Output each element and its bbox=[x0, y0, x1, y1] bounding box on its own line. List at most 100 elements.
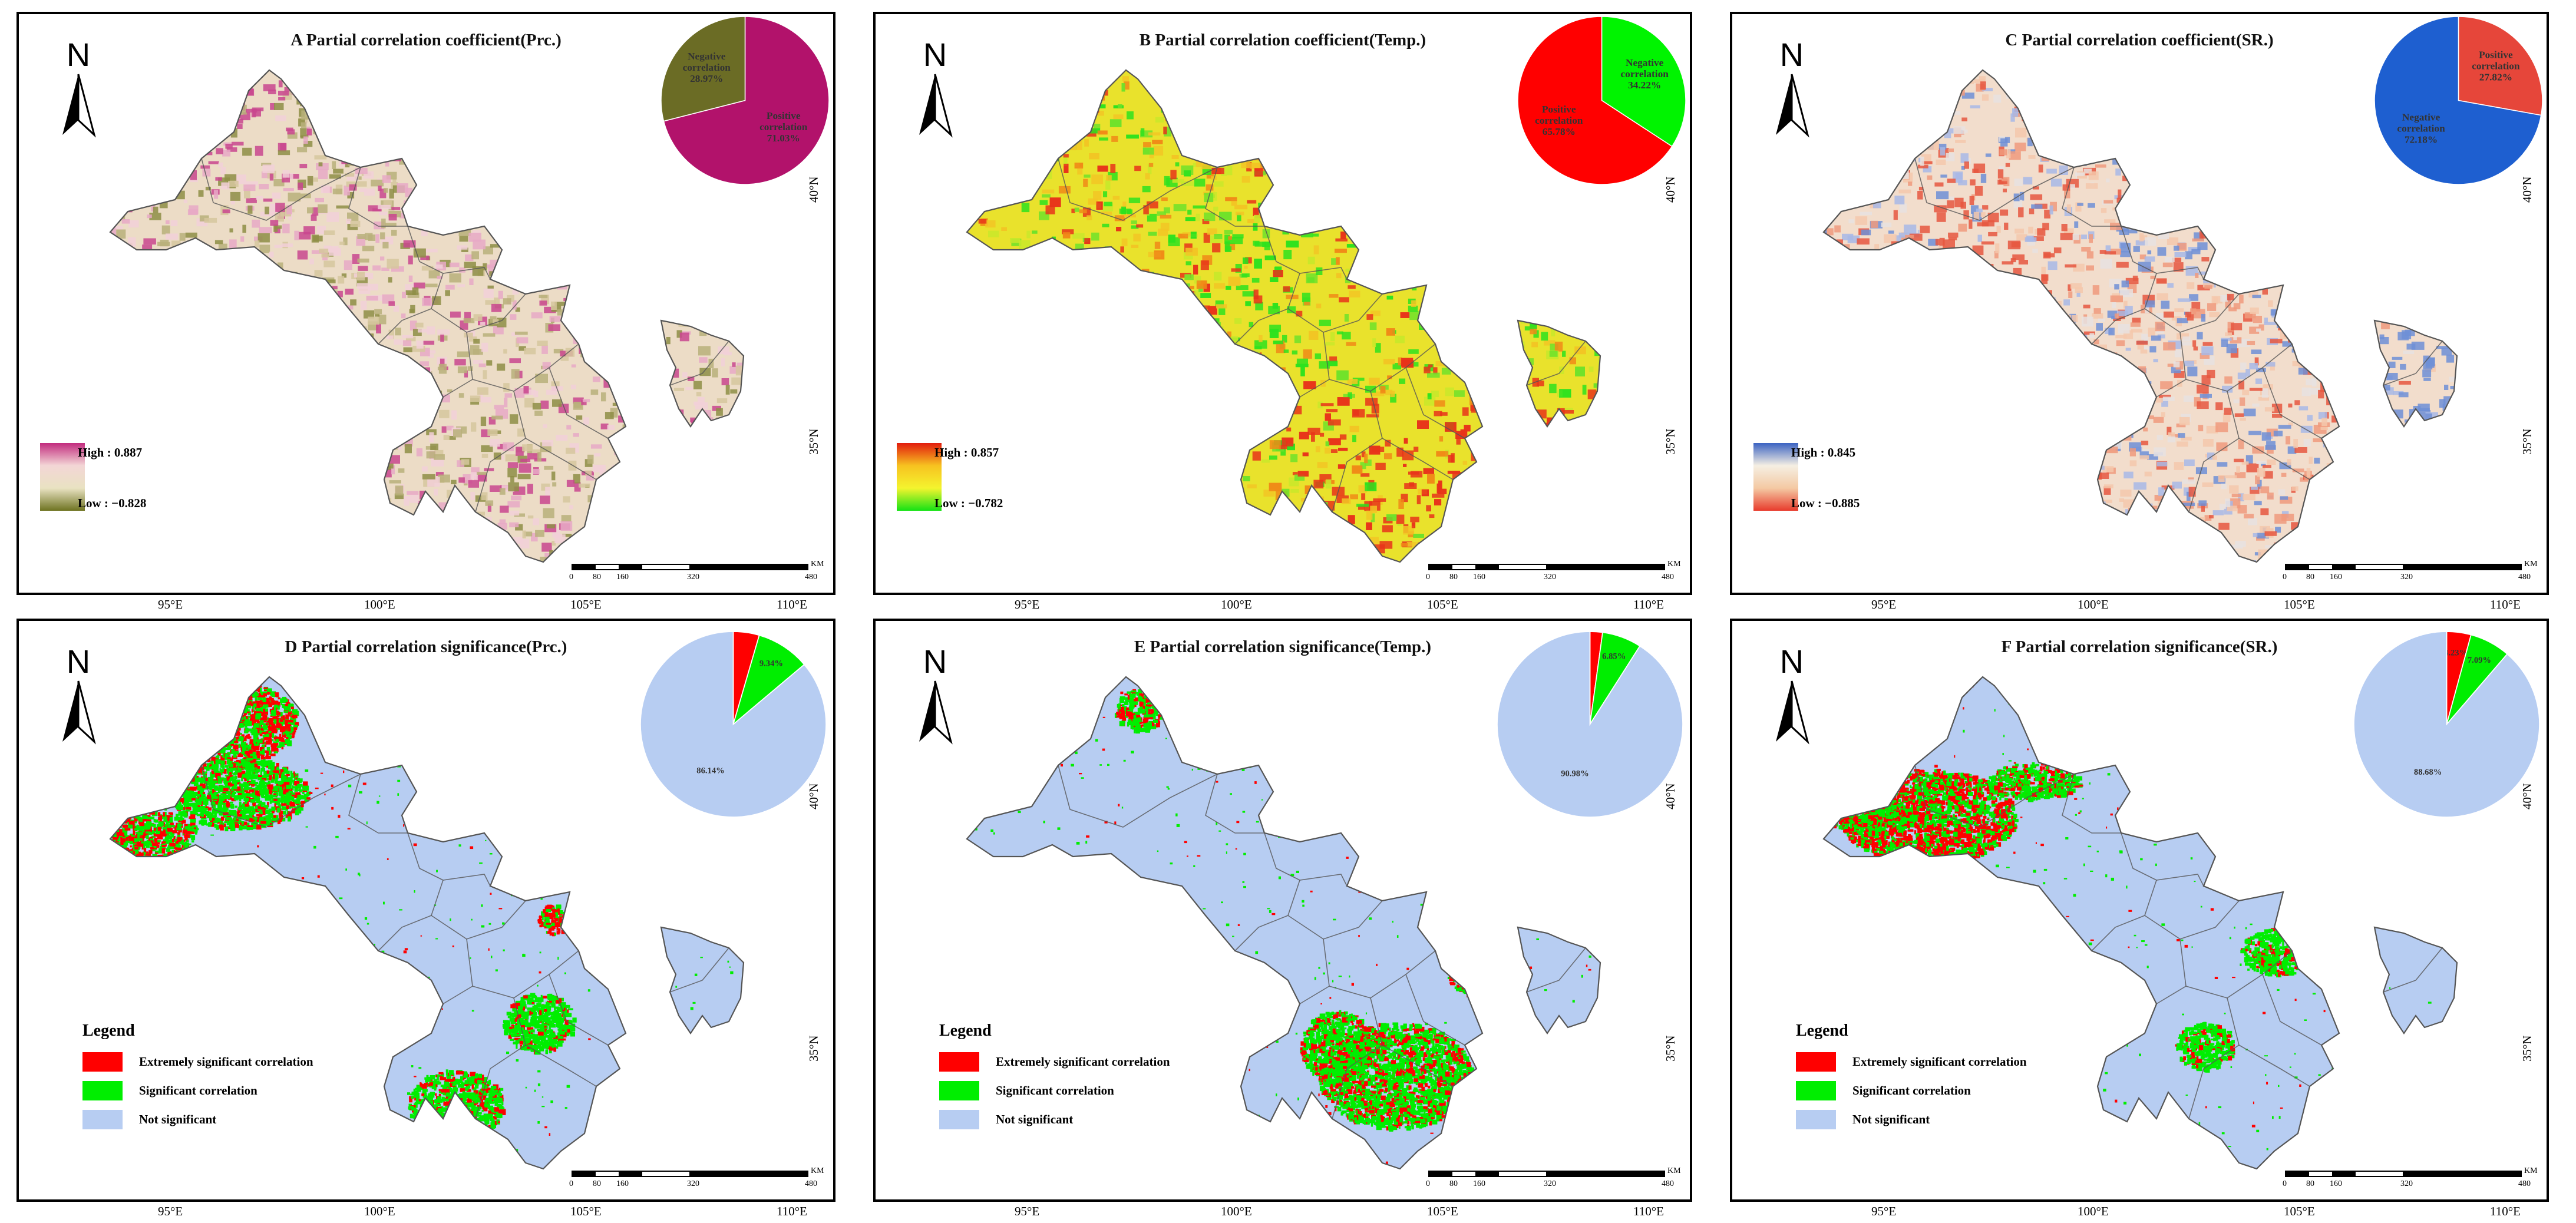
scale-label: 480 bbox=[805, 573, 817, 582]
scale-label: 160 bbox=[1473, 573, 1485, 582]
scale-bar bbox=[572, 1171, 808, 1177]
latitude-label: 35°N bbox=[807, 428, 821, 455]
pie-label: 4.23% bbox=[2444, 648, 2468, 657]
legend-item-label: Extremely significant correlation bbox=[996, 1055, 1170, 1069]
scale-label: 80 bbox=[1449, 1179, 1458, 1189]
panel-title: B Partial correlation coefficient(Temp.) bbox=[876, 31, 1690, 50]
longitude-label: 100°E bbox=[364, 597, 395, 612]
north-label: N bbox=[923, 644, 947, 680]
legend-swatch bbox=[939, 1110, 979, 1129]
pie-chart: Positive correlation 27.82% Negative correla… bbox=[2374, 16, 2542, 184]
pie-label: 6.85% bbox=[1602, 652, 1626, 662]
latitude-label: 40°N bbox=[807, 783, 821, 809]
legend-item-label: Significant correlation bbox=[1852, 1083, 1971, 1098]
pie-chart: Positive correlation 71.03% Negative correla… bbox=[661, 16, 829, 184]
legend-high-label: High : 0.857 bbox=[934, 445, 999, 460]
latitude-label: 40°N bbox=[1663, 783, 1678, 809]
longitude-label: 110°E bbox=[2490, 597, 2521, 612]
scale-bar bbox=[572, 564, 808, 570]
pie-label: Positive correlation 65.78% bbox=[1535, 104, 1583, 137]
map-panel-d: D Partial correlation significance(Prc.)… bbox=[16, 619, 835, 1202]
legend-item-label: Significant correlation bbox=[139, 1083, 257, 1098]
latitude-label: 40°N bbox=[1663, 176, 1678, 203]
longitude-label: 95°E bbox=[1871, 597, 1896, 612]
map-area bbox=[1822, 676, 2458, 1170]
longitude-label: 95°E bbox=[158, 1204, 183, 1219]
latitude-label: 35°N bbox=[2520, 428, 2535, 455]
scale-unit: KM bbox=[1667, 560, 1681, 569]
pie-slice bbox=[2458, 16, 2542, 116]
longitude-label: 110°E bbox=[777, 597, 807, 612]
longitude-label: 105°E bbox=[2284, 597, 2315, 612]
map-panel-c: C Partial correlation coefficient(SR.) N P… bbox=[1730, 12, 2549, 595]
legend-swatch bbox=[939, 1052, 979, 1072]
legend-title: Legend bbox=[82, 1022, 313, 1040]
north-arrow-icon: N bbox=[919, 38, 953, 138]
latitude-label: 35°N bbox=[2520, 1035, 2535, 1062]
province-outline bbox=[109, 69, 627, 563]
legend: Legend Extremely significant correlation S… bbox=[82, 1022, 313, 1134]
legend-swatch bbox=[1796, 1081, 1836, 1100]
latitude-label: 40°N bbox=[807, 176, 821, 203]
province-outline-east bbox=[660, 926, 745, 1034]
scale-unit: KM bbox=[2524, 560, 2538, 569]
scale-label: 480 bbox=[1662, 1179, 1674, 1189]
pie-slice bbox=[1518, 16, 1673, 184]
panel-title: F Partial correlation significance(SR.) bbox=[1732, 637, 2547, 657]
north-label: N bbox=[1780, 38, 1804, 73]
scale-label: 80 bbox=[1449, 573, 1458, 582]
legend-item-label: Extremely significant correlation bbox=[139, 1055, 313, 1069]
legend-item-label: Significant correlation bbox=[996, 1083, 1114, 1098]
scale-bar bbox=[1428, 564, 1665, 570]
longitude-label: 105°E bbox=[570, 597, 602, 612]
north-label: N bbox=[67, 644, 90, 680]
pie-chart: 4.23%7.09% 88.68% bbox=[2354, 632, 2539, 817]
north-label: N bbox=[923, 38, 947, 73]
pie-label: Negative correlation 34.22% bbox=[1621, 57, 1669, 91]
longitude-label: 105°E bbox=[1427, 1204, 1458, 1219]
longitude-label: 100°E bbox=[1221, 597, 1252, 612]
pie-label: 86.14% bbox=[696, 766, 724, 775]
legend-item: Significant correlation bbox=[82, 1076, 313, 1105]
pie-label: Positive correlation 27.82% bbox=[2472, 49, 2520, 82]
legend-swatch bbox=[1796, 1110, 1836, 1129]
scale-label: 160 bbox=[2330, 1179, 2342, 1189]
scale-label: 0 bbox=[2283, 1179, 2287, 1189]
panel-title: E Partial correlation significance(Temp.… bbox=[876, 637, 1690, 657]
legend-item-label: Extremely significant correlation bbox=[1852, 1055, 2027, 1069]
scale-label: 0 bbox=[569, 1179, 573, 1189]
longitude-label: 105°E bbox=[570, 1204, 602, 1219]
latitude-label: 40°N bbox=[2520, 783, 2535, 809]
longitude-label: 110°E bbox=[777, 1204, 807, 1219]
scale-bar bbox=[2285, 564, 2522, 570]
scale-unit: KM bbox=[811, 560, 824, 569]
map-panel-f: F Partial correlation significance(SR.) N… bbox=[1730, 619, 2549, 1202]
map-area bbox=[966, 69, 1601, 563]
longitude-label: 105°E bbox=[2284, 1204, 2315, 1219]
legend-title: Legend bbox=[939, 1022, 1170, 1040]
pie-label: 7.09% bbox=[2468, 656, 2491, 665]
pie-chart: Negative correlation 34.22% Positive correla… bbox=[1518, 16, 1686, 184]
pie-chart: 9.34% 86.14% bbox=[640, 632, 826, 817]
legend-item: Extremely significant correlation bbox=[939, 1047, 1170, 1076]
longitude-label: 95°E bbox=[158, 597, 183, 612]
legend-title: Legend bbox=[1796, 1022, 2027, 1040]
pie-slice bbox=[1497, 632, 1683, 817]
north-label: N bbox=[67, 38, 90, 73]
pie-slice bbox=[2374, 16, 2542, 184]
legend-high-label: High : 0.845 bbox=[1791, 445, 1855, 460]
scale-label: 80 bbox=[2306, 1179, 2314, 1189]
legend-low-label: Low : −0.885 bbox=[1791, 496, 1860, 511]
panel-title: D Partial correlation significance(Prc.) bbox=[19, 637, 833, 657]
longitude-label: 95°E bbox=[1015, 1204, 1039, 1219]
map-panel-b: B Partial correlation coefficient(Temp.)… bbox=[873, 12, 1692, 595]
legend-high-label: High : 0.887 bbox=[78, 445, 142, 460]
legend: Legend Extremely significant correlation S… bbox=[939, 1022, 1170, 1134]
scale-unit: KM bbox=[2524, 1166, 2538, 1176]
legend-item-label: Not significant bbox=[1852, 1112, 1930, 1127]
scale-label: 0 bbox=[569, 573, 573, 582]
province-outline-east bbox=[1517, 926, 1601, 1034]
province-outline bbox=[966, 676, 1484, 1170]
map-panel-a: A Partial correlation coefficient(Prc.) N… bbox=[16, 12, 835, 595]
legend-item: Extremely significant correlation bbox=[1796, 1047, 2027, 1076]
